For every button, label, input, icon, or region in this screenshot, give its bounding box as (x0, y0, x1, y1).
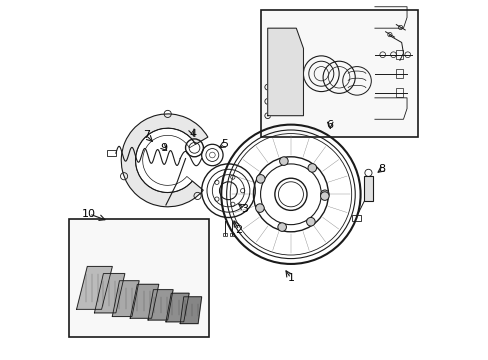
Bar (230, 233, 233, 236)
Text: 6: 6 (326, 120, 333, 130)
Circle shape (255, 204, 264, 212)
Text: 7: 7 (142, 130, 149, 140)
Polygon shape (112, 281, 139, 316)
Text: 10: 10 (82, 209, 96, 219)
Text: 4: 4 (189, 129, 196, 139)
Polygon shape (165, 293, 189, 322)
Circle shape (307, 164, 316, 172)
Polygon shape (130, 284, 159, 318)
Circle shape (256, 175, 264, 183)
Polygon shape (148, 290, 173, 320)
Wedge shape (121, 114, 207, 207)
Text: 8: 8 (378, 164, 385, 174)
Circle shape (320, 192, 328, 201)
Circle shape (277, 223, 286, 231)
Bar (223, 233, 226, 236)
Circle shape (279, 157, 287, 165)
Bar (395, 50, 403, 59)
Bar (395, 89, 403, 97)
Bar (260, 10, 417, 137)
Bar (351, 215, 360, 221)
Polygon shape (180, 297, 201, 324)
Polygon shape (77, 266, 112, 309)
Bar (364, 176, 372, 202)
Text: 9: 9 (160, 143, 167, 153)
Bar (69, 219, 208, 337)
Polygon shape (94, 274, 124, 313)
Text: 1: 1 (287, 273, 294, 283)
Text: 2: 2 (235, 225, 242, 235)
Text: 5: 5 (221, 139, 228, 149)
Text: 3: 3 (241, 203, 247, 213)
Polygon shape (267, 28, 303, 116)
Circle shape (320, 190, 328, 199)
Bar (395, 69, 403, 78)
Circle shape (306, 217, 315, 226)
Bar (107, 150, 116, 156)
